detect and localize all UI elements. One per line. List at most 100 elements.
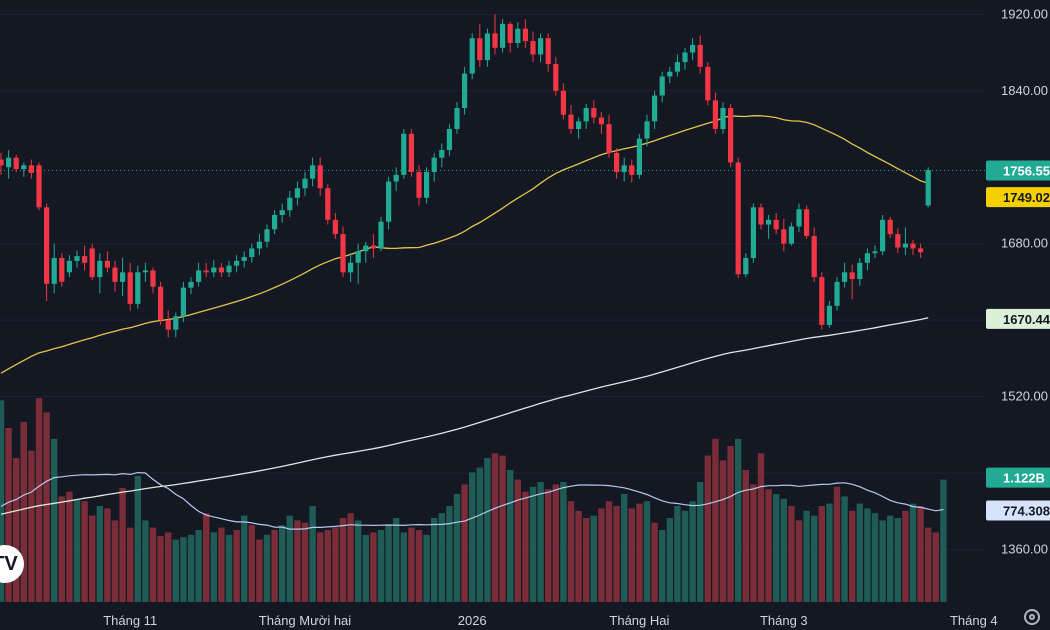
candle-body (697, 44, 703, 67)
volume-bar (871, 513, 879, 602)
price-tags: 1756.55 1749.02 1670.44 1.122B 774.308 (986, 160, 1050, 521)
volume-bar (180, 537, 187, 602)
volume-bar (484, 458, 491, 602)
volume-bar (187, 534, 195, 602)
volume-bar (233, 530, 240, 602)
time-axis-label: 2026 (458, 613, 487, 628)
volume-bar (89, 515, 96, 602)
candle-body (477, 38, 483, 61)
candle-body (104, 260, 110, 268)
volume-bar (613, 506, 620, 602)
volume-bar (446, 506, 453, 602)
volume-bar (674, 506, 681, 602)
candle-body (682, 52, 688, 63)
volume-bar (256, 539, 263, 602)
volume-bar (35, 398, 43, 602)
volume-bar (864, 508, 871, 602)
volume-bar (324, 530, 331, 602)
ma200-line (0, 317, 929, 515)
volume-bar (294, 520, 301, 602)
volume-bar (605, 501, 613, 602)
volume-bar (73, 500, 81, 602)
volume-bar (879, 520, 886, 602)
volume-bar (552, 484, 559, 602)
volume-bar (248, 525, 255, 602)
volume-bar (826, 503, 833, 602)
volume-bar (339, 518, 347, 602)
volume-bar (507, 470, 514, 602)
volume-bar (529, 486, 537, 602)
volume-bar (134, 476, 141, 602)
candle-body (515, 28, 521, 43)
last-price-tag: 1756.55 (1003, 164, 1050, 179)
candle-body (256, 241, 262, 249)
volume-bar (925, 527, 932, 602)
time-axis-label: Tháng Mười hai (259, 613, 351, 628)
candle-body (667, 71, 673, 77)
candle-body (370, 245, 376, 249)
candle-body (340, 234, 346, 273)
volume-bar (476, 467, 483, 602)
ma50-tag: 1749.02 (1003, 190, 1050, 205)
settings-icon[interactable] (1024, 609, 1040, 625)
candle-body (386, 181, 392, 222)
volume-bar (377, 530, 385, 602)
candle-body (279, 210, 285, 215)
candle-body (203, 270, 209, 273)
volume-bar (210, 532, 217, 602)
price-tick-label: 1360.00 (1001, 541, 1048, 556)
volume-bar (643, 501, 651, 602)
candle-body (196, 270, 202, 282)
candle-body (636, 138, 642, 175)
candle-body (51, 258, 57, 284)
price-tick-label: 1920.00 (1001, 6, 1048, 21)
volume-bar (545, 489, 552, 602)
volume-bar (917, 506, 924, 602)
volume-tag-bg (986, 467, 1050, 488)
candle-body (462, 73, 468, 108)
volume-bar (332, 527, 339, 602)
volume-bar (666, 518, 673, 602)
volume-bar (415, 530, 423, 602)
volume-bar (385, 525, 392, 602)
volume-bar (96, 506, 103, 602)
volume-bar (909, 503, 917, 602)
candle-body (211, 267, 217, 273)
candle-body (758, 207, 764, 225)
volume-bar (567, 501, 575, 602)
volume-bar (203, 513, 210, 602)
volume-bar (742, 470, 749, 602)
candle-body (317, 165, 323, 189)
volume-bar (453, 494, 461, 602)
candle-body (454, 107, 460, 129)
volume-bar (347, 513, 354, 602)
volume-bar (127, 527, 134, 602)
candle-body (864, 253, 870, 263)
volume-bar (165, 532, 172, 602)
candle-body (401, 133, 407, 175)
candle-body (591, 107, 597, 118)
candle-body (819, 277, 825, 325)
candle-body (294, 188, 300, 198)
candle-body (484, 33, 490, 61)
volume-bar (735, 438, 742, 602)
candle-body (408, 133, 414, 172)
candle-body (659, 76, 665, 96)
last-price-tag-bg (986, 160, 1050, 181)
volume-bar (149, 527, 157, 602)
candle-body (310, 165, 316, 179)
candle-body (804, 209, 810, 237)
candle-body (720, 107, 726, 129)
candle-body (150, 270, 156, 287)
candle-body (173, 316, 179, 330)
candle-body (332, 219, 338, 235)
candle-body (842, 272, 848, 282)
volume-bar (400, 532, 407, 602)
candle-body (629, 165, 635, 175)
volume-bar (818, 506, 825, 602)
volume-bar (218, 527, 225, 602)
volume-bar (0, 400, 5, 602)
volume-bars (0, 398, 947, 602)
price-tick-label: 1840.00 (1001, 83, 1048, 98)
